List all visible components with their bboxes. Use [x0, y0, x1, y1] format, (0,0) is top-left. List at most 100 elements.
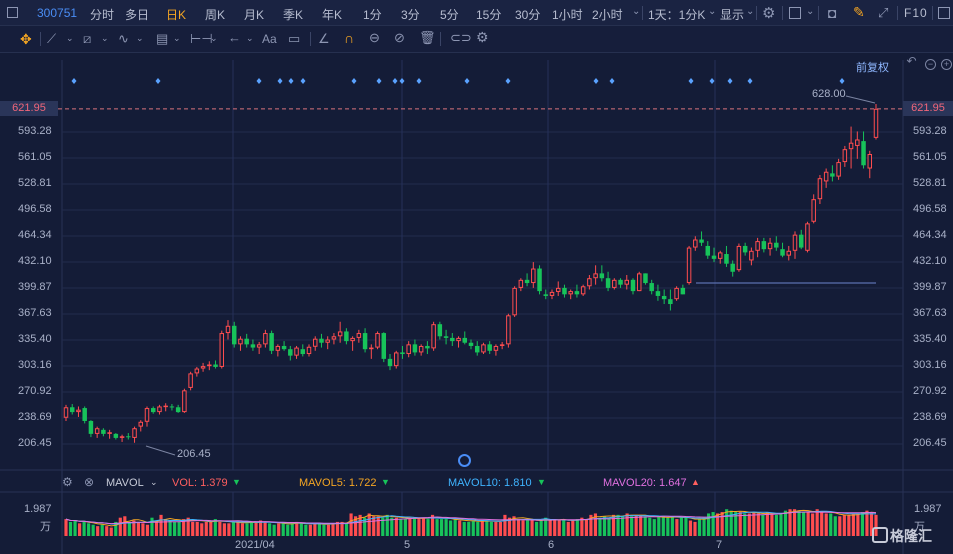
candle [848, 126, 854, 169]
wave-tool-icon[interactable]: ∿ [118, 31, 129, 46]
event-marker [727, 78, 733, 84]
watermark-logo-icon [872, 527, 888, 543]
candle [717, 250, 723, 264]
chevron-down-icon[interactable]: ⌄ [632, 6, 641, 17]
volume-bar [489, 521, 493, 536]
chevron-down-icon[interactable]: ⌄ [746, 6, 755, 17]
tab-1hour[interactable]: 1小时 [552, 8, 583, 22]
tab-year-k[interactable]: 年K [322, 8, 343, 22]
gear-icon[interactable]: ⚙ [762, 5, 776, 22]
f10-button[interactable]: F10 [904, 6, 928, 20]
undo-icon[interactable]: ↶ [906, 54, 917, 68]
indicator-name[interactable]: MAVOL [106, 477, 144, 489]
arrow-tool-icon[interactable]: ← [228, 30, 241, 45]
link-icon[interactable]: ⊂⊃ [450, 30, 472, 45]
line-tool-icon[interactable]: ⟋ [47, 31, 57, 46]
candle-body [830, 173, 835, 177]
sidebar-toggle-icon[interactable] [7, 7, 18, 18]
volume-bar [589, 514, 593, 536]
fullscreen-icon[interactable]: ⤢ [878, 5, 889, 20]
y-tick-label-left: 303.16 [18, 358, 52, 371]
candle-body [612, 279, 617, 288]
volume-bar [286, 524, 290, 536]
measure-tool-icon[interactable]: ⊢⊣ [190, 31, 213, 46]
tab-15min[interactable]: 15分 [476, 8, 502, 22]
candle [337, 321, 343, 343]
tab-5min[interactable]: 5分 [440, 8, 459, 22]
chevron-down-icon[interactable]: ⌄ [210, 33, 218, 43]
text-tool-icon[interactable]: Aa [262, 32, 277, 46]
volume-bar [494, 521, 498, 536]
magnet-icon[interactable]: ∩ [344, 30, 355, 46]
chevron-down-icon[interactable]: ⌄ [136, 33, 144, 43]
volume-bar [381, 517, 385, 536]
tab-multi-day[interactable]: 多日 [125, 8, 150, 22]
adjust-mode-button[interactable]: 前复权 [856, 62, 889, 74]
camera-icon[interactable]: ◘ [828, 5, 837, 21]
volume-bar [372, 516, 376, 536]
event-marker [351, 78, 357, 84]
chevron-down-icon[interactable]: ⌄ [173, 33, 181, 43]
volume-bar [331, 523, 335, 536]
volume-bar [385, 514, 389, 536]
tab-intraday[interactable]: 分时 [90, 8, 115, 22]
hide-icon[interactable]: ⊘ [394, 30, 405, 45]
y-tick-label-left: 528.81 [18, 176, 52, 189]
gear-icon[interactable]: ⚙ [476, 29, 489, 45]
volume-bar [304, 524, 308, 536]
volume-bar [467, 521, 471, 536]
y-tick-label-left: 270.92 [18, 385, 52, 397]
tab-2hour[interactable]: 2小时 [592, 8, 623, 22]
candle-body [462, 337, 468, 343]
candle-body [107, 432, 112, 434]
period-toolbar: 300751 分时 多日 日K 周K 月K 季K 年K 1分 3分 5分 15分… [0, 0, 953, 26]
candle [636, 271, 642, 292]
chevron-down-icon[interactable]: ⌄ [246, 33, 254, 43]
channel-tool-icon[interactable]: ⧄ [83, 31, 92, 46]
candle [481, 342, 486, 355]
candle-body [219, 333, 225, 367]
chevron-down-icon[interactable]: ⌄ [708, 6, 717, 17]
y-tick-label-left: 206.45 [18, 437, 52, 449]
candle [182, 388, 187, 413]
window-icon[interactable] [789, 7, 801, 19]
candle-body [76, 409, 81, 413]
zoom-in-icon[interactable]: + [941, 59, 952, 70]
move-icon[interactable]: ✥ [20, 31, 32, 47]
chevron-down-icon[interactable]: ⌄ [806, 6, 815, 17]
tab-day-k[interactable]: 日K [166, 8, 187, 22]
trash-icon[interactable]: 🗑 [419, 30, 436, 45]
kline-setting-dropdown[interactable]: 1天：1分K [648, 8, 706, 22]
pencil-icon[interactable]: ✎ [853, 4, 865, 20]
target-icon[interactable] [458, 454, 471, 467]
tab-quarter-k[interactable]: 季K [283, 8, 304, 22]
panel-icon[interactable] [938, 7, 950, 19]
candle [661, 289, 667, 305]
gear-icon[interactable]: ⚙ [62, 475, 73, 489]
candle [306, 344, 312, 357]
candle-body [742, 245, 748, 253]
ruler-icon[interactable]: ∠ [318, 31, 330, 46]
tab-1min[interactable]: 1分 [363, 8, 382, 22]
tab-30min[interactable]: 30分 [515, 8, 541, 22]
zoom-out-icon[interactable]: − [925, 59, 936, 70]
tab-month-k[interactable]: 月K [244, 8, 265, 22]
candle [786, 245, 792, 261]
tab-week-k[interactable]: 周K [205, 8, 226, 22]
candle-body [618, 279, 623, 285]
chevron-down-icon[interactable]: ⌄ [150, 477, 158, 487]
candle [256, 341, 262, 355]
tab-3min[interactable]: 3分 [401, 8, 420, 22]
fib-tool-icon[interactable]: ▤ [156, 31, 169, 46]
chevron-down-icon[interactable]: ⌄ [66, 33, 74, 43]
display-dropdown[interactable]: 显示 [720, 8, 745, 22]
chevron-down-icon[interactable]: ⌄ [101, 33, 109, 43]
lock-icon[interactable]: ⊖ [369, 30, 380, 45]
candle-body [443, 336, 449, 338]
close-icon[interactable]: ⊗ [84, 475, 95, 489]
candle [568, 289, 573, 300]
volume-bar [435, 519, 439, 536]
comment-icon[interactable]: ▭ [288, 31, 301, 46]
volume-bar [73, 520, 77, 536]
